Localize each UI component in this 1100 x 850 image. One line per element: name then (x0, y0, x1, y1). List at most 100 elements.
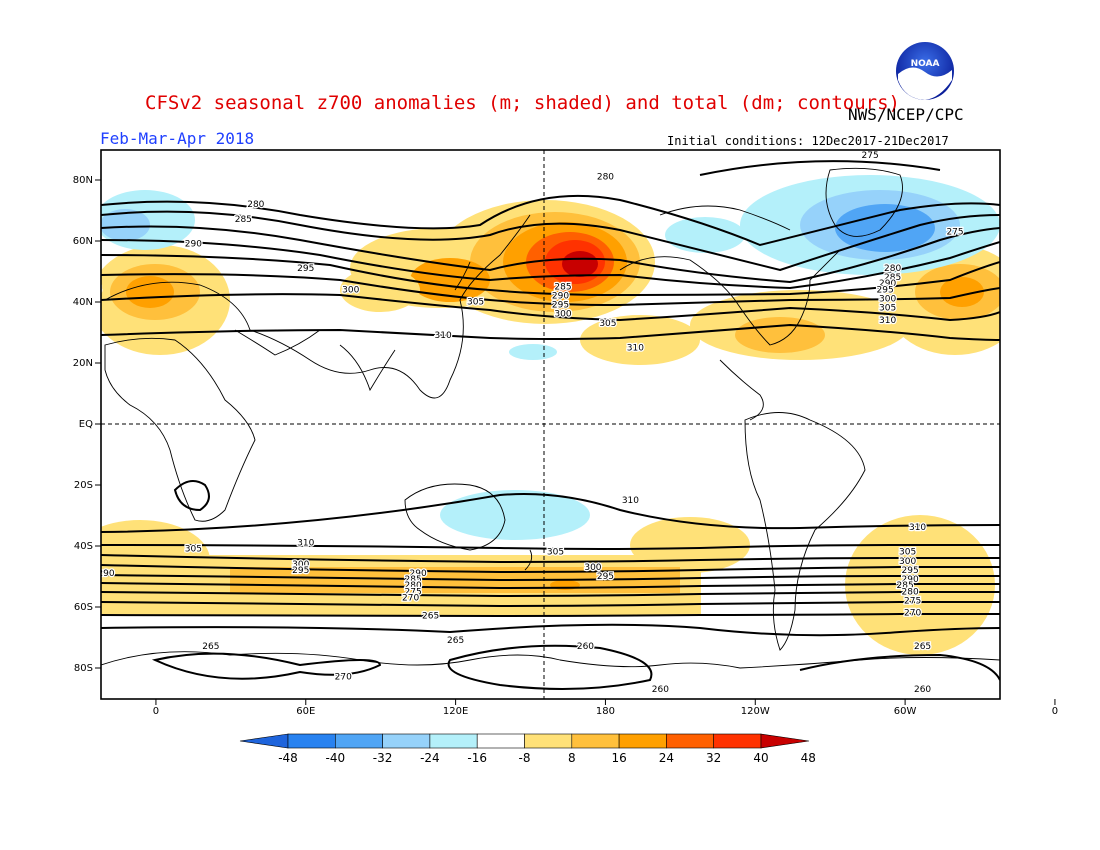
contour-label: 265 (422, 612, 439, 622)
season-label: Feb-Mar-Apr 2018 (100, 129, 254, 148)
contour-label: 270 (335, 673, 352, 683)
colorbar-tick-label: -16 (467, 751, 487, 765)
longitude-tick-label: 60E (296, 706, 315, 717)
longitude-tick-label: 120E (443, 706, 468, 717)
contour-label: 305 (899, 548, 916, 558)
contour-label: 260 (577, 642, 594, 652)
contour-label: 270 (402, 593, 419, 603)
contour-label: 290 (902, 575, 919, 585)
colorbar-tick-label: -48 (278, 751, 298, 765)
contour-label: 275 (405, 587, 422, 597)
contour-label: 295 (902, 566, 919, 576)
latitude-tick-label: 40N (73, 297, 93, 308)
colorbar-swatch (618, 733, 667, 749)
contour-label: 305 (185, 545, 202, 555)
colorbar-tick-label: 8 (568, 751, 576, 765)
colorbar-tick-label: -40 (325, 751, 345, 765)
contour-label: 285 (897, 581, 914, 591)
agency-label: NWS/NCEP/CPC (848, 105, 964, 124)
contour-label: 310 (297, 538, 314, 548)
latitude-tick-label: 20S (74, 480, 93, 491)
contour-label: 295 (552, 301, 569, 311)
contour-label: 295 (597, 572, 614, 582)
colorbar-swatch (287, 733, 336, 749)
contour-label: 285 (235, 215, 252, 225)
contour-label: 300 (554, 310, 571, 320)
contour-label: 310 (879, 316, 896, 326)
contour-label: 305 (879, 304, 896, 314)
contour-label: 275 (946, 227, 963, 237)
noaa-logo: NOAA (896, 42, 954, 100)
noaa-logo-text: NOAA (911, 59, 940, 69)
contour-label: 285 (554, 282, 571, 292)
contour-label: 305 (85, 285, 102, 295)
contour-label: 280 (247, 200, 264, 210)
latitude-tick-label: 40S (74, 541, 93, 552)
colorbar-tick-label: 32 (706, 751, 721, 765)
longitude-tick-label: 60W (894, 706, 917, 717)
contour-label: 280 (597, 172, 614, 182)
contour-label: 300 (292, 560, 309, 570)
contour-label: 265 (202, 642, 219, 652)
colorbar-swatch (524, 733, 573, 749)
contour-label: 285 (405, 575, 422, 585)
longitude-tick-label: 0 (1052, 706, 1058, 717)
longitude-tick-label: 0 (153, 706, 159, 717)
colorbar-tick-label: 48 (801, 751, 816, 765)
contour-label: 285 (884, 273, 901, 283)
contour-label: 300 (899, 557, 916, 567)
contour-label: 270 (904, 609, 921, 619)
height-contours (101, 160, 1000, 690)
contour-label: 300 (879, 294, 896, 304)
colorbar-swatch (666, 733, 715, 749)
colorbar-swatch (571, 733, 620, 749)
colorbar-tick-label: 24 (659, 751, 674, 765)
colorbar-tick-label: 16 (611, 751, 626, 765)
latitude-tick-label: 60S (74, 602, 93, 613)
initial-conditions-label: Initial conditions: 12Dec2017-21Dec2017 (667, 134, 949, 148)
colorbar-tick-label: 40 (753, 751, 768, 765)
figure-title: CFSv2 seasonal z700 anomalies (m; shaded… (145, 92, 900, 114)
longitude-tick-label: 120W (741, 706, 770, 717)
contour-labels: 2802752802852902953003053053102852902953… (85, 150, 965, 696)
contour-label: 260 (652, 685, 669, 695)
contour-label: 310 (435, 331, 452, 341)
contour-label: 280 (884, 264, 901, 274)
colorbar-arrow-high (760, 733, 810, 749)
colorbar-swatch (713, 733, 762, 749)
colorbar-swatch (334, 733, 383, 749)
latitude-tick-label: 60N (73, 236, 93, 247)
longitude-ticks: 0 60E 120E 180 120W 60W 0 (153, 699, 1058, 717)
colorbar-tick-label: -32 (373, 751, 393, 765)
contour-label: 295 (292, 566, 309, 576)
contour-label: 275 (904, 596, 921, 606)
contour-label: 290 (552, 291, 569, 301)
anomaly-shading (101, 175, 1000, 655)
colorbar-swatch (429, 733, 478, 749)
contour-label: 265 (447, 636, 464, 646)
longitude-tick-label: 180 (596, 706, 615, 717)
contour-label: 290 (97, 569, 114, 579)
contour-label: 310 (627, 343, 644, 353)
contour-label: 275 (862, 151, 879, 161)
contour-label: 300 (342, 285, 359, 295)
contour-label: 295 (297, 264, 314, 274)
colorbar: -48 -40 -32 -24 -16 -8 8 16 24 32 40 48 (239, 733, 816, 765)
contour-label: 280 (902, 587, 919, 597)
contour-label: 305 (599, 319, 616, 329)
latitude-tick-label: 80N (73, 175, 93, 186)
contour-label: 310 (622, 496, 639, 506)
contour-label: 290 (185, 240, 202, 250)
colorbar-arrow-low (239, 733, 289, 749)
colorbar-swatch (382, 733, 431, 749)
latitude-tick-label: 20N (73, 358, 93, 369)
colorbar-tick-label: -24 (420, 751, 440, 765)
latitude-ticks: 80N 60N 40N 20N EQ 20S 40S 60S 80S (73, 175, 101, 674)
map-panel: 2802752802852902953003053053102852902953… (85, 149, 1001, 700)
contour-label: 280 (405, 581, 422, 591)
contour-label: 295 (877, 285, 894, 295)
latitude-tick-label: EQ (79, 419, 93, 430)
latitude-tick-label: 80S (74, 663, 93, 674)
contour-label: 265 (914, 642, 931, 652)
